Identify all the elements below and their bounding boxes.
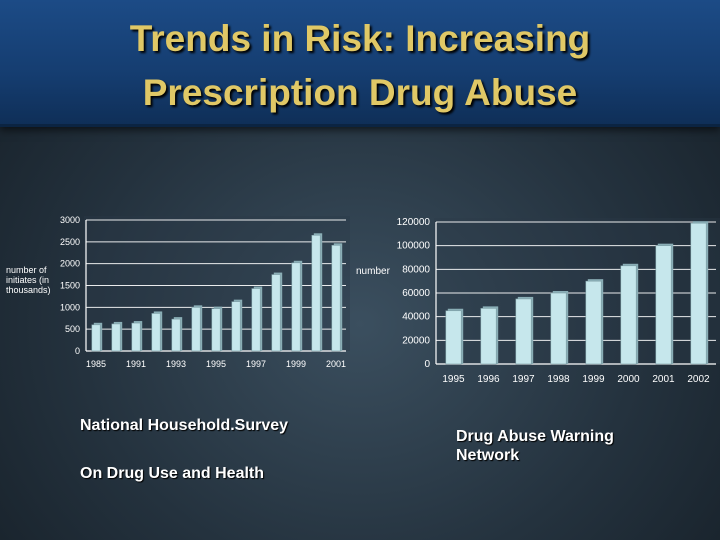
bar	[91, 324, 101, 352]
x-tick-label: 1996	[477, 374, 500, 385]
bar	[620, 265, 637, 365]
x-tick-label: 1991	[126, 359, 146, 369]
bar	[291, 262, 301, 352]
bar	[550, 292, 567, 365]
y-tick-label: 0	[75, 346, 80, 356]
x-tick-label: 2001	[652, 374, 675, 385]
x-tick-label: 1993	[166, 359, 186, 369]
y-axis-label: number of	[6, 265, 47, 275]
x-tick-label: 1997	[246, 359, 266, 369]
bar	[690, 222, 707, 365]
y-tick-label: 2000	[60, 259, 80, 269]
bar	[151, 313, 161, 352]
bar	[515, 298, 532, 365]
y-tick-label: 1500	[60, 281, 80, 291]
y-tick-label: 120000	[397, 217, 431, 228]
bar	[211, 308, 221, 352]
x-tick-label: 1995	[206, 359, 226, 369]
y-tick-label: 100000	[397, 241, 431, 252]
bar	[191, 307, 201, 352]
x-tick-label: 1985	[86, 359, 106, 369]
plot-area-background	[434, 218, 720, 364]
left-chart-source-caption: National Household.Survey	[80, 417, 289, 434]
x-tick-label: 1999	[582, 374, 605, 385]
x-tick-label: 1997	[512, 374, 535, 385]
bar	[445, 310, 462, 365]
bar	[331, 245, 341, 352]
y-tick-label: 0	[424, 359, 430, 370]
x-tick-label: 1999	[286, 359, 306, 369]
x-tick-label: 1995	[442, 374, 465, 385]
bar	[251, 288, 261, 352]
bar	[111, 323, 121, 352]
x-tick-label: 1998	[547, 374, 570, 385]
title-banner	[0, 0, 720, 127]
y-tick-label: 2500	[60, 237, 80, 247]
y-tick-label: 80000	[402, 264, 430, 275]
x-tick-label: 2000	[617, 374, 640, 385]
y-axis-label: number	[356, 266, 391, 277]
bar	[171, 318, 181, 352]
y-tick-label: 3000	[60, 215, 80, 225]
right-chart-source-caption: Drug Abuse Warning Network	[456, 428, 614, 464]
y-tick-label: 60000	[402, 288, 430, 299]
y-axis-label: thousands)	[6, 285, 51, 295]
y-tick-label: 1000	[60, 302, 80, 312]
initiates-bar-chart: 0 500 1000 1500 2000 2500 3000 1985 1991 1993 1995…	[6, 215, 350, 369]
y-tick-label: 20000	[402, 335, 430, 346]
slide-title-line-2: Prescription Drug Abuse	[142, 72, 578, 113]
bar	[655, 245, 672, 365]
bar	[311, 234, 321, 352]
bar	[585, 280, 602, 365]
dawn-bar-chart: 0 20000 40000 60000 80000 100000 120000 1995 199…	[356, 217, 720, 385]
y-tick-label: 500	[65, 324, 80, 334]
bar	[271, 274, 281, 352]
x-tick-label: 2001	[326, 359, 346, 369]
bar	[131, 322, 141, 352]
bar	[231, 301, 241, 352]
bar	[480, 308, 497, 365]
y-tick-label: 40000	[402, 312, 430, 323]
slide-title-line-1: Trends in Risk: Increasing	[129, 18, 591, 59]
y-axis-label: initiates (in	[6, 275, 49, 285]
left-chart-source-caption-2: On Drug Use and Health	[80, 465, 265, 482]
x-tick-label: 2002	[687, 374, 710, 385]
